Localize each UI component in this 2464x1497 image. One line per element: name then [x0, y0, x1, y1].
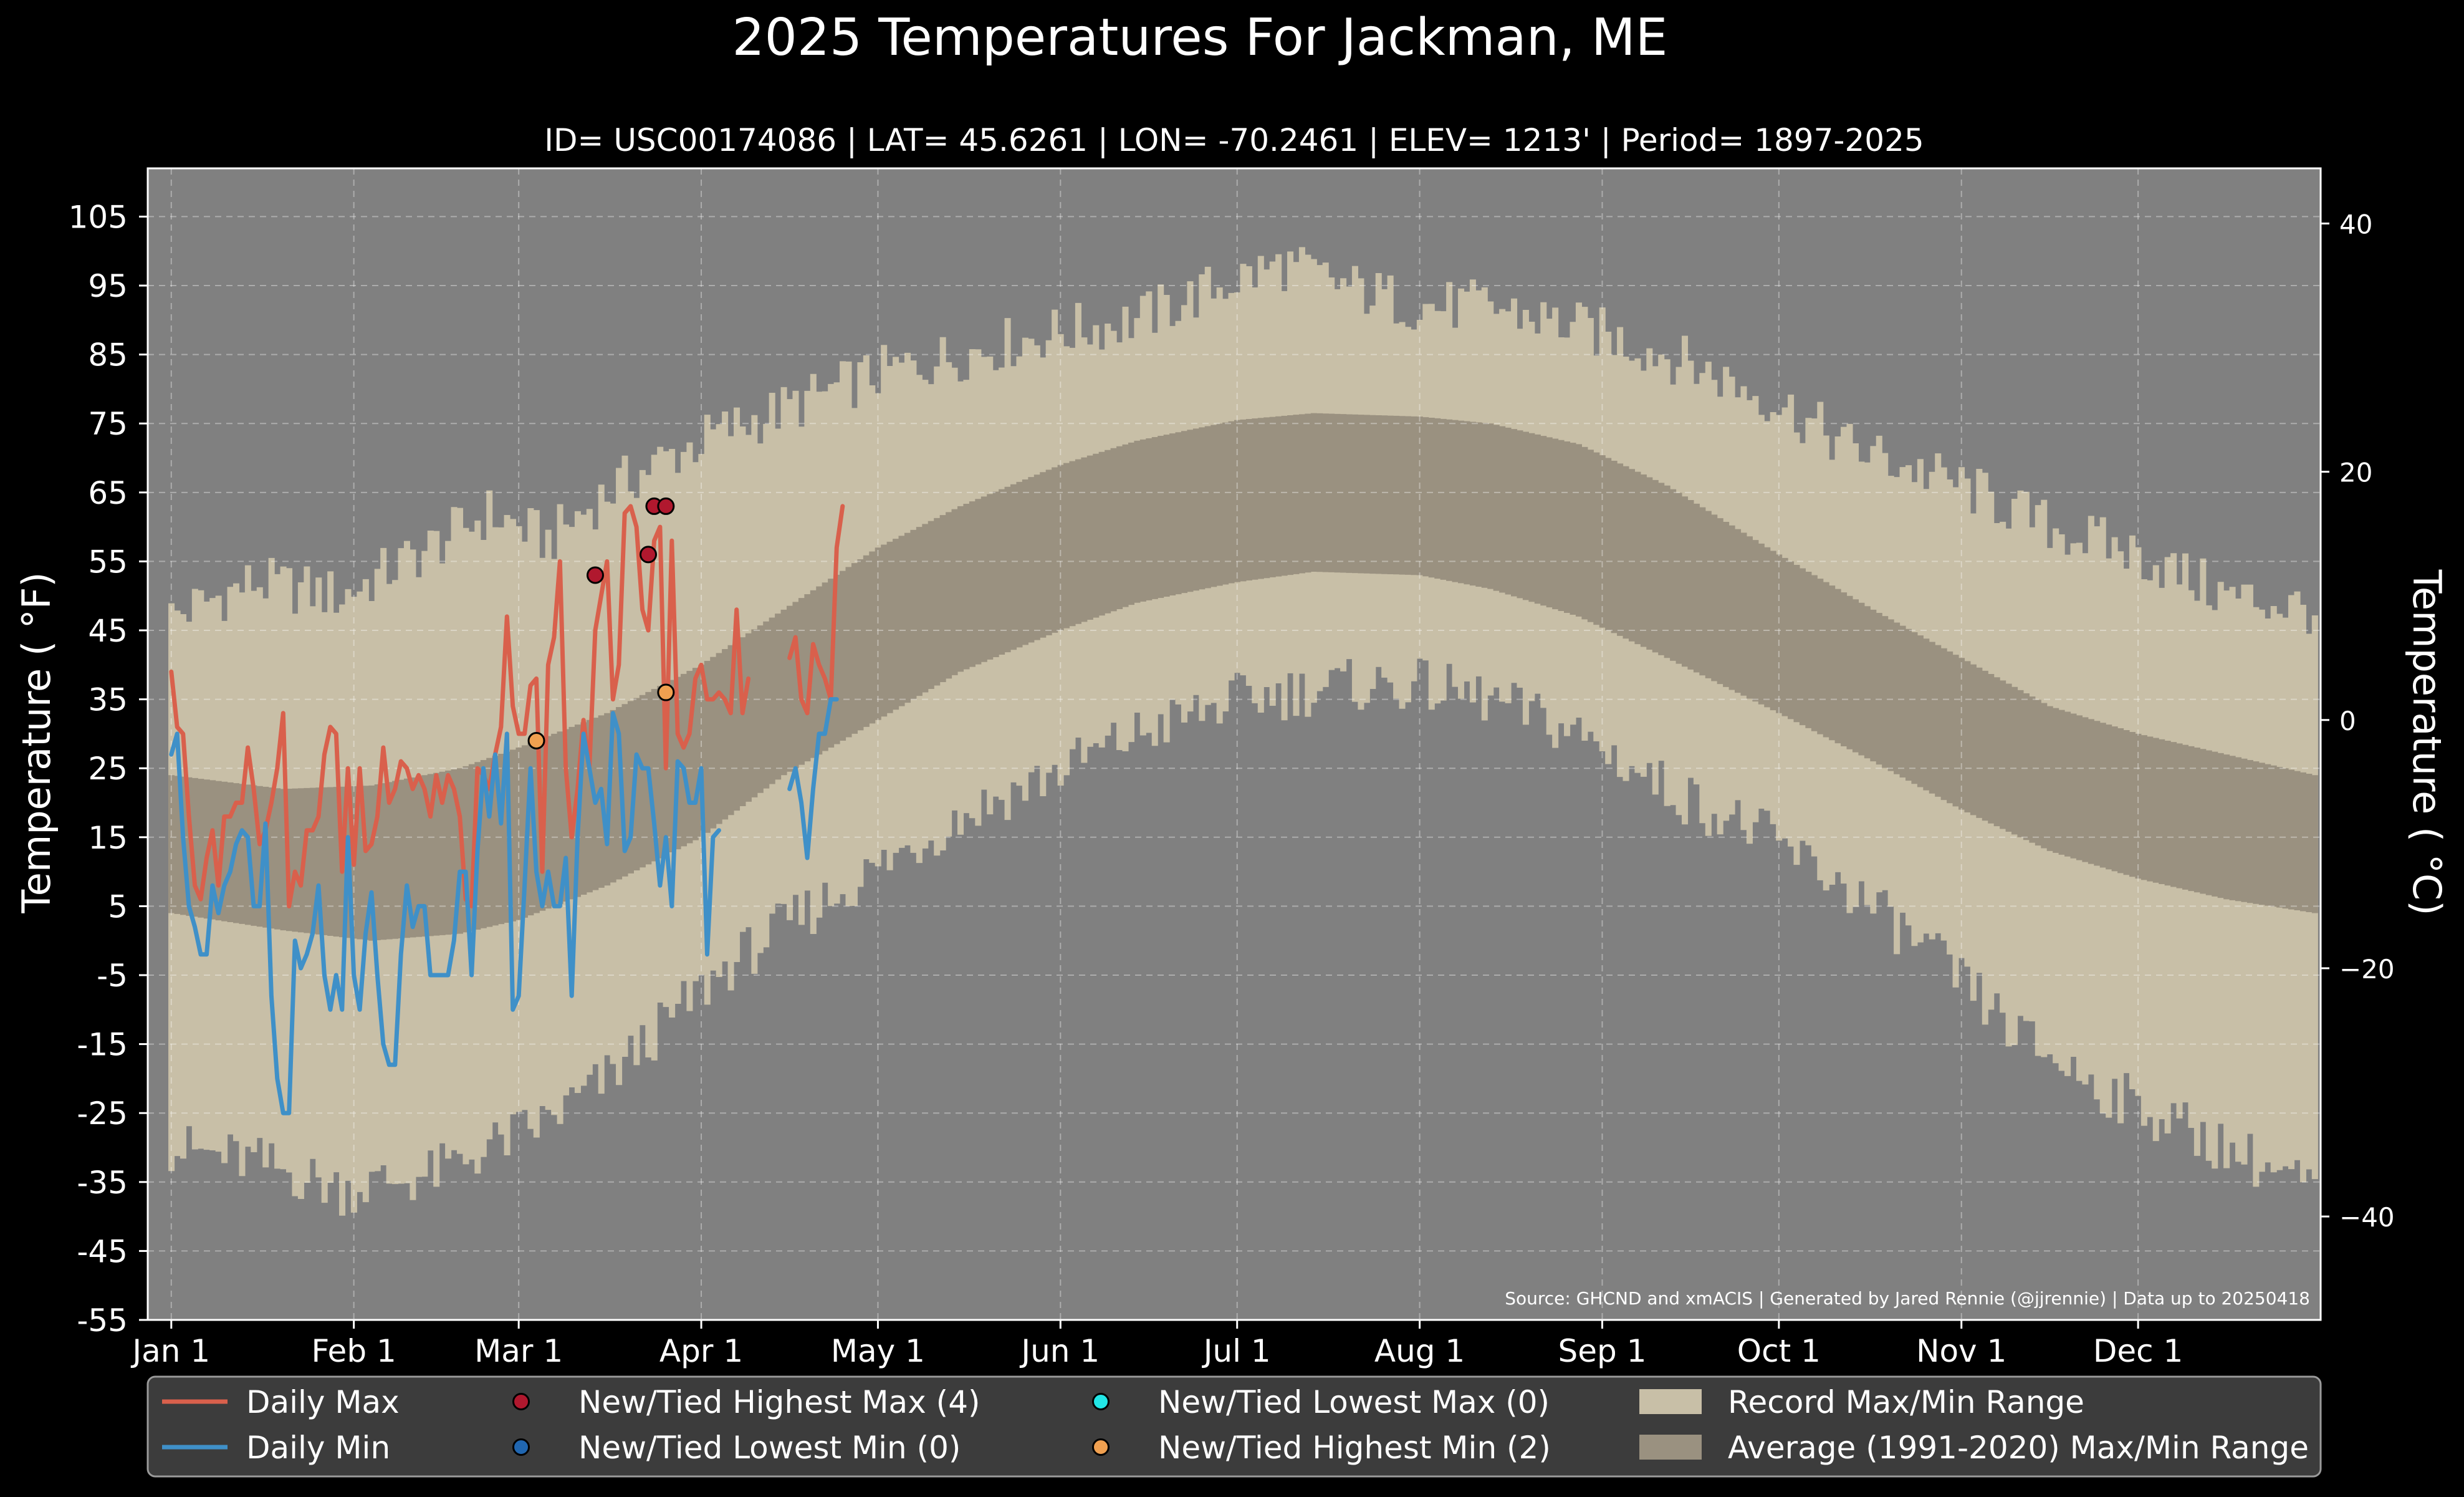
y-tick-label-left: 55	[88, 544, 128, 580]
legend-dot-swatch	[512, 1393, 530, 1410]
x-tick-label: Aug 1	[1374, 1333, 1465, 1369]
legend-patch-swatch	[1639, 1435, 1702, 1460]
x-tick-label: Oct 1	[1737, 1333, 1821, 1369]
y-tick-label-left: 85	[88, 337, 128, 373]
chart-subtitle: ID= USC00174086 | LAT= 45.6261 | LON= -7…	[544, 122, 1924, 158]
record-point-new-tied-highest-max	[657, 497, 675, 515]
series-line-daily-min	[169, 697, 839, 1115]
legend-dot-swatch	[512, 1438, 530, 1456]
y-tick-label-left: 45	[88, 613, 128, 649]
y-tick-label-left: 35	[88, 682, 128, 718]
legend-box	[146, 1375, 2322, 1478]
plot-frame	[146, 167, 2322, 1321]
x-tick-label: Feb 1	[312, 1333, 396, 1369]
y-tick-label-left: -55	[77, 1302, 128, 1339]
x-tick-label: Mar 1	[474, 1333, 563, 1369]
legend-dot-swatch	[1092, 1438, 1110, 1456]
chart-title: 2025 Temperatures For Jackman, ME	[732, 8, 1668, 67]
y-tick-label-left: 65	[88, 475, 128, 511]
record-point-new-tied-highest-min	[527, 731, 545, 749]
average-range-band	[168, 413, 2318, 941]
y-tick-label-right: 0	[2339, 706, 2356, 736]
y-tick-label-right: 20	[2339, 458, 2372, 488]
y-tick-label-left: 95	[88, 268, 128, 304]
x-tick-label: Jul 1	[1202, 1333, 1271, 1369]
legend-label: Average (1991-2020) Max/Min Range	[1728, 1430, 2309, 1466]
y-tick-label-right: −40	[2339, 1202, 2395, 1233]
y-tick-label-left: -25	[77, 1095, 128, 1132]
y-tick-label-right: −20	[2339, 954, 2395, 984]
legend-label: Daily Max	[246, 1384, 400, 1420]
record-point-new-tied-highest-max	[640, 546, 658, 564]
y-tick-label-left: -35	[77, 1165, 128, 1201]
y-tick-label-right: 40	[2339, 209, 2372, 239]
y-tick-label-left: 25	[88, 751, 128, 787]
y-tick-label-left: -5	[97, 958, 128, 994]
y-tick-label-left: 15	[88, 820, 128, 856]
y-axis-label-right: Temperature ( °C)	[2404, 569, 2450, 916]
legend-label: New/Tied Highest Max (4)	[578, 1384, 980, 1420]
x-tick-label: May 1	[831, 1333, 925, 1369]
source-note: Source: GHCND and xmACIS | Generated by …	[1505, 1288, 2310, 1309]
record-point-new-tied-highest-max	[586, 566, 604, 584]
legend-label: New/Tied Highest Min (2)	[1158, 1430, 1551, 1466]
y-tick-label-left: 105	[69, 199, 128, 235]
legend-label: New/Tied Lowest Min (0)	[578, 1430, 961, 1466]
legend: Daily Max Daily Min New/Tied Highest Max (…	[146, 1375, 2322, 1478]
y-tick-label-left: 75	[88, 406, 128, 442]
legend-label: Daily Min	[246, 1430, 390, 1466]
record-point-new-tied-highest-min	[657, 683, 675, 701]
legend-label: Record Max/Min Range	[1728, 1384, 2084, 1420]
x-tick-label: Sep 1	[1558, 1333, 1646, 1369]
series-line-daily-max	[169, 504, 845, 908]
legend-patch-swatch	[1639, 1389, 1702, 1414]
y-axis-label-left: Temperature ( °F)	[14, 572, 59, 913]
y-tick-label-left: 5	[108, 888, 128, 925]
record-range-band	[168, 247, 2318, 1216]
x-tick-label: Jan 1	[130, 1333, 210, 1369]
x-tick-label: Jun 1	[1019, 1333, 1100, 1369]
x-tick-label: Apr 1	[659, 1333, 743, 1369]
y-tick-label-left: -45	[77, 1233, 128, 1269]
x-tick-label: Nov 1	[1916, 1333, 2006, 1369]
legend-label: New/Tied Lowest Max (0)	[1158, 1384, 1550, 1420]
x-tick-label: Dec 1	[2093, 1333, 2183, 1369]
legend-dot-swatch	[1092, 1393, 1110, 1410]
y-tick-label-left: -15	[77, 1027, 128, 1063]
